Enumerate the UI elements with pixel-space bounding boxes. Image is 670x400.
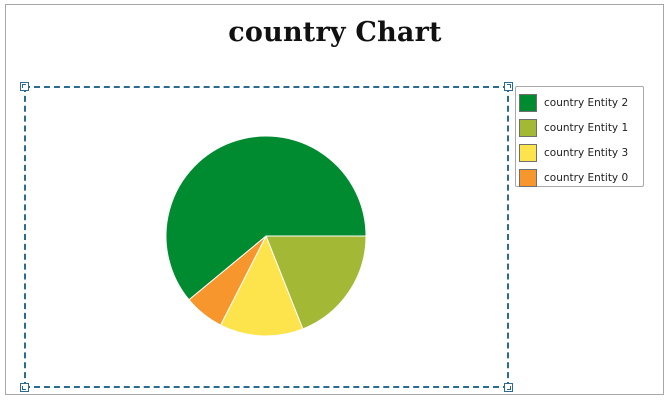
pie-slice-country-entity-1[interactable]	[265, 235, 367, 330]
chart-title: country Chart	[228, 17, 442, 48]
legend-swatch	[519, 168, 537, 187]
legend-label: country Entity 2	[544, 96, 629, 109]
resize-handle-top-left[interactable]	[20, 82, 29, 91]
legend-label: country Entity 0	[544, 171, 629, 184]
resize-handle-top-right[interactable]	[504, 82, 513, 91]
legend-item[interactable]: country Entity 3	[516, 140, 643, 165]
legend-label: country Entity 1	[544, 121, 629, 134]
legend-swatch	[519, 93, 537, 112]
legend-swatch	[519, 118, 537, 137]
resize-handle-bottom-left[interactable]	[20, 383, 29, 392]
resize-handle-bottom-right[interactable]	[504, 383, 513, 392]
plot-area-selection[interactable]	[20, 82, 513, 392]
legend-item[interactable]: country Entity 2	[516, 90, 643, 115]
pie-slices-group	[165, 135, 367, 337]
legend-swatch	[519, 143, 537, 162]
pie-slice-country-entity-2[interactable]	[165, 135, 367, 301]
legend-label: country Entity 3	[544, 146, 629, 159]
pie-slice-country-entity-3[interactable]	[219, 234, 304, 337]
legend-item[interactable]: country Entity 1	[516, 115, 643, 140]
legend: country Entity 2 country Entity 1 countr…	[515, 86, 644, 187]
legend-item[interactable]: country Entity 0	[516, 165, 643, 190]
